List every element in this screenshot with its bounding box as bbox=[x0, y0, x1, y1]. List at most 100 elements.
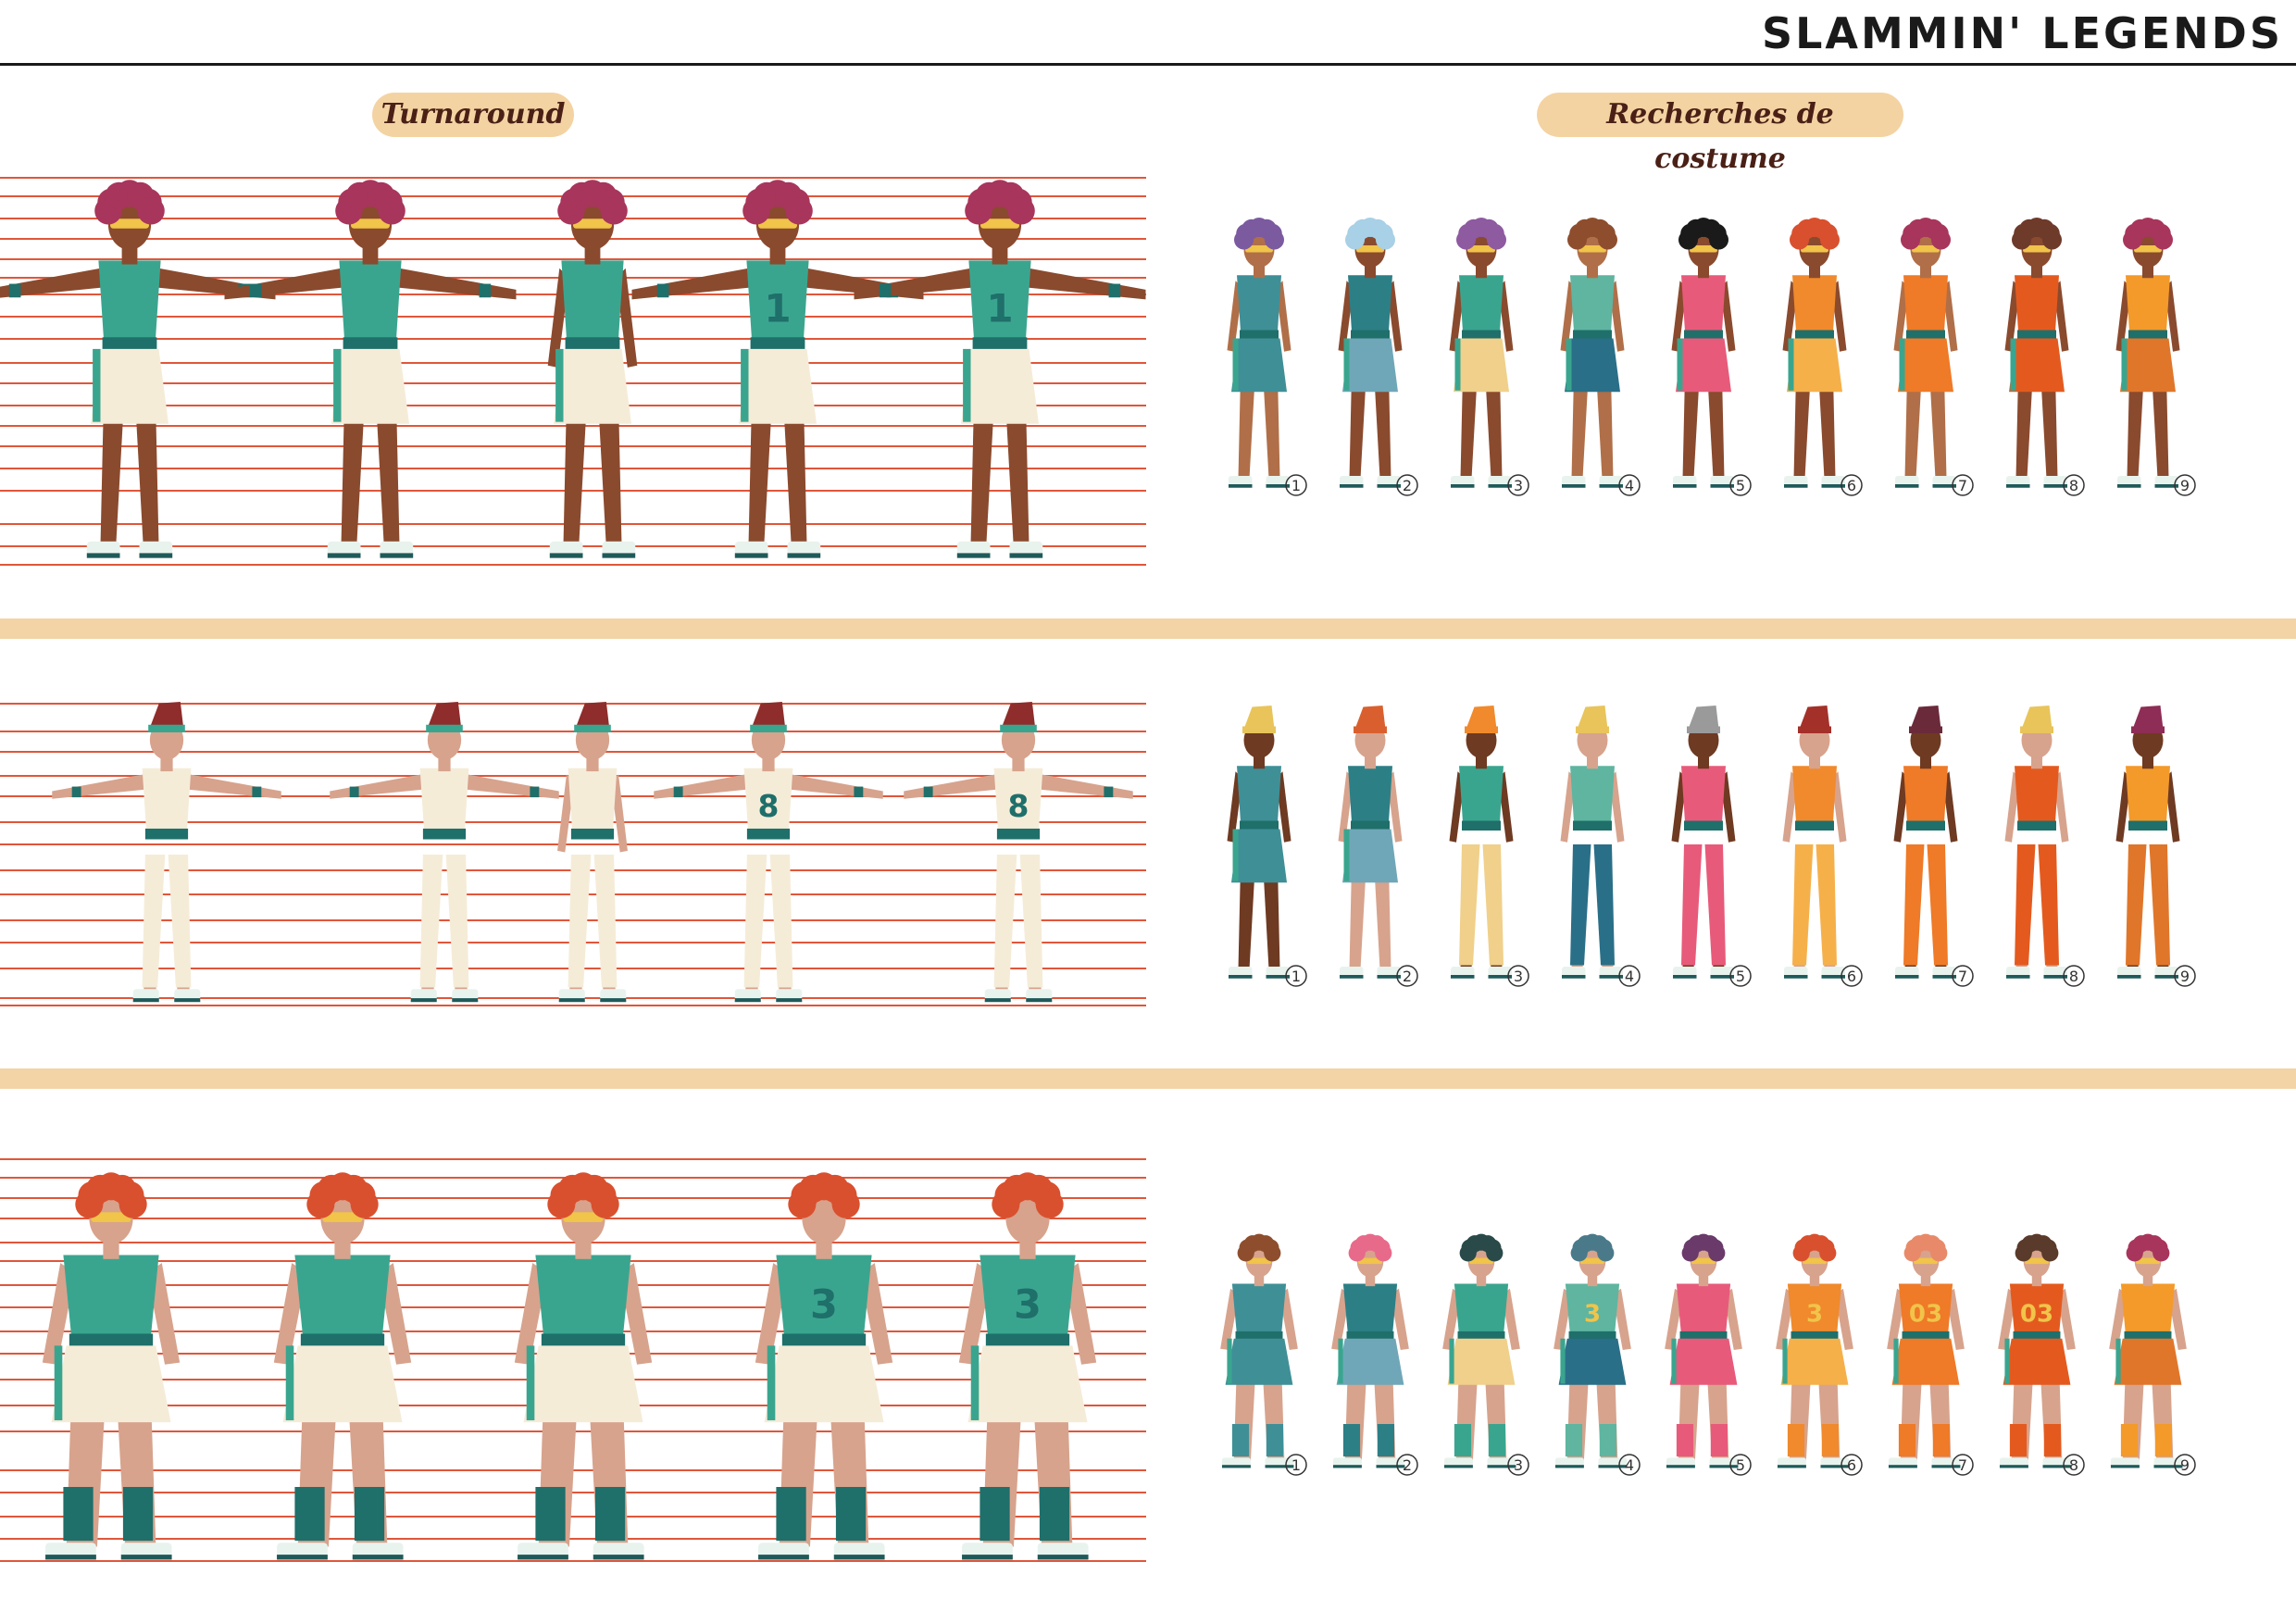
shorts-stripe bbox=[2115, 1338, 2121, 1384]
sole-right bbox=[1488, 975, 1512, 979]
pants-left bbox=[1570, 844, 1591, 966]
shorts-stripe bbox=[1566, 338, 1572, 391]
waistband bbox=[541, 1333, 626, 1348]
glasses bbox=[1801, 245, 1828, 253]
torso bbox=[1459, 275, 1504, 339]
character-figure bbox=[42, 1172, 181, 1560]
waistband bbox=[565, 337, 620, 351]
waistband bbox=[985, 1333, 1070, 1348]
sole-left bbox=[1332, 1465, 1362, 1468]
variant-number: 3 bbox=[1514, 968, 1523, 985]
headband bbox=[2020, 726, 2053, 733]
jersey-number: 03 bbox=[1909, 1301, 1942, 1329]
variant-number: 1 bbox=[1292, 1456, 1301, 1474]
sole-right bbox=[1009, 553, 1043, 558]
character-figure bbox=[273, 1172, 412, 1560]
neck bbox=[2142, 755, 2153, 769]
sole-right bbox=[2154, 484, 2178, 488]
sock-right bbox=[594, 1487, 626, 1542]
glasses bbox=[1245, 245, 1273, 253]
hair-curl bbox=[600, 197, 628, 225]
pants-right bbox=[769, 855, 793, 988]
character-figure bbox=[1893, 218, 1958, 488]
glasses bbox=[1690, 245, 1717, 253]
torso bbox=[2126, 275, 2170, 339]
row-divider-1 bbox=[0, 618, 2296, 639]
pants-left bbox=[568, 855, 592, 988]
neck bbox=[1809, 264, 1820, 279]
variant-number: 1 bbox=[1292, 968, 1301, 985]
sock-right bbox=[1377, 1424, 1394, 1457]
sole-left bbox=[277, 1555, 328, 1560]
torso bbox=[568, 768, 618, 838]
shoe-left bbox=[277, 1543, 328, 1559]
waistband bbox=[144, 828, 189, 840]
glasses bbox=[2134, 245, 2162, 253]
variant-number-circle bbox=[2174, 1454, 2196, 1476]
shorts bbox=[1342, 829, 1398, 883]
glasses bbox=[2023, 245, 2051, 253]
headband bbox=[1242, 726, 1276, 733]
torso bbox=[2120, 1283, 2176, 1339]
shorts-stripe bbox=[1788, 338, 1794, 391]
sole-right bbox=[787, 553, 821, 558]
character-figure: 1 bbox=[631, 180, 924, 558]
sock-left bbox=[535, 1487, 566, 1542]
wristband-left bbox=[923, 786, 933, 798]
torso bbox=[1570, 766, 1615, 830]
sole-right bbox=[2154, 975, 2178, 979]
variant-number-circle bbox=[1618, 474, 1641, 496]
shoe-left bbox=[518, 1543, 568, 1559]
variant-number: 3 bbox=[1514, 477, 1523, 494]
turnaround-label-pill: Turnaround bbox=[372, 93, 574, 137]
character-figure: 3 bbox=[755, 1172, 893, 1560]
sole-left bbox=[132, 998, 159, 1003]
sole-left bbox=[2117, 975, 2141, 979]
hair-curl bbox=[1819, 1244, 1837, 1262]
torso bbox=[1237, 766, 1281, 830]
waistband bbox=[996, 828, 1041, 840]
variant-number-circle bbox=[1952, 474, 1974, 496]
sole-left bbox=[1229, 484, 1253, 488]
wristband-right bbox=[1104, 786, 1114, 798]
hair-curl bbox=[2152, 1244, 2170, 1262]
neck bbox=[1365, 755, 1376, 769]
neck bbox=[160, 756, 173, 772]
shoe-right bbox=[1026, 989, 1053, 1002]
shoe-right bbox=[776, 989, 803, 1002]
character-figure: 8 bbox=[654, 702, 883, 1003]
hair-curl bbox=[2041, 1244, 2059, 1262]
shorts bbox=[1780, 1338, 1849, 1385]
shoe-right bbox=[452, 989, 479, 1002]
shorts bbox=[1231, 338, 1287, 393]
shorts bbox=[1336, 1338, 1404, 1385]
shorts-stripe bbox=[970, 1345, 980, 1420]
waistband bbox=[1462, 820, 1501, 831]
sole-left bbox=[2117, 484, 2141, 488]
hair-curl bbox=[119, 1190, 147, 1218]
waistband bbox=[1568, 1330, 1616, 1340]
pants-right bbox=[445, 855, 469, 988]
waistband bbox=[1573, 330, 1612, 340]
glasses bbox=[1356, 245, 1384, 253]
waistband bbox=[2128, 820, 2167, 831]
pants-right bbox=[1816, 844, 1837, 966]
shoe-right bbox=[602, 541, 636, 557]
shorts-stripe bbox=[526, 1345, 535, 1420]
variant-number-circle bbox=[1618, 1454, 1641, 1476]
torso bbox=[1348, 766, 1392, 830]
hair-curl bbox=[378, 197, 406, 225]
character-figure bbox=[1449, 706, 1514, 979]
sole-left bbox=[1666, 1465, 1695, 1468]
sole-left bbox=[410, 998, 437, 1003]
character-figure bbox=[1665, 1233, 1742, 1468]
arm-right bbox=[1041, 774, 1133, 799]
character-figure bbox=[1220, 1233, 1298, 1468]
pants-left bbox=[1681, 844, 1703, 966]
pants-right bbox=[593, 855, 618, 988]
shorts bbox=[51, 1345, 171, 1423]
glasses bbox=[1912, 245, 1940, 253]
waistband bbox=[2017, 330, 2056, 340]
sole-right bbox=[1487, 1465, 1516, 1468]
sole-right bbox=[1932, 484, 1956, 488]
